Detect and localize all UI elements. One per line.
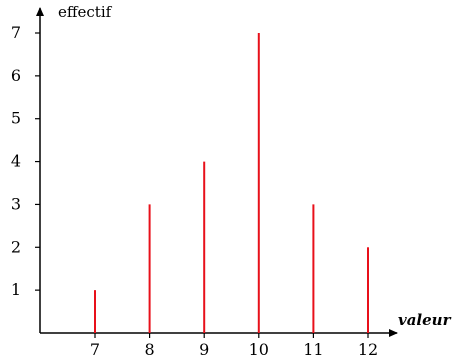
y-tick-label-2: 2 (11, 237, 21, 256)
y-tick-label-7: 7 (11, 23, 21, 42)
x-tick-label-9: 9 (199, 340, 209, 358)
x-tick-label-12: 12 (358, 340, 378, 358)
x-axis-title: valeur (398, 311, 452, 329)
x-tick-label-10: 10 (249, 340, 269, 358)
x-ticks: 7 8 9 10 11 12 (90, 333, 378, 358)
y-axis-title: effectif (58, 3, 113, 21)
x-tick-label-11: 11 (303, 340, 323, 358)
bars (94, 33, 369, 333)
y-tick-label-4: 4 (11, 152, 21, 171)
x-tick-label-7: 7 (90, 340, 100, 358)
y-ticks: 1 2 3 4 5 6 7 (11, 23, 40, 299)
y-tick-label-1: 1 (11, 280, 21, 299)
y-tick-label-6: 6 (11, 66, 21, 85)
axes (36, 7, 398, 337)
y-tick-label-5: 5 (11, 109, 21, 128)
y-tick-label-3: 3 (11, 194, 21, 213)
x-tick-label-8: 8 (145, 340, 155, 358)
